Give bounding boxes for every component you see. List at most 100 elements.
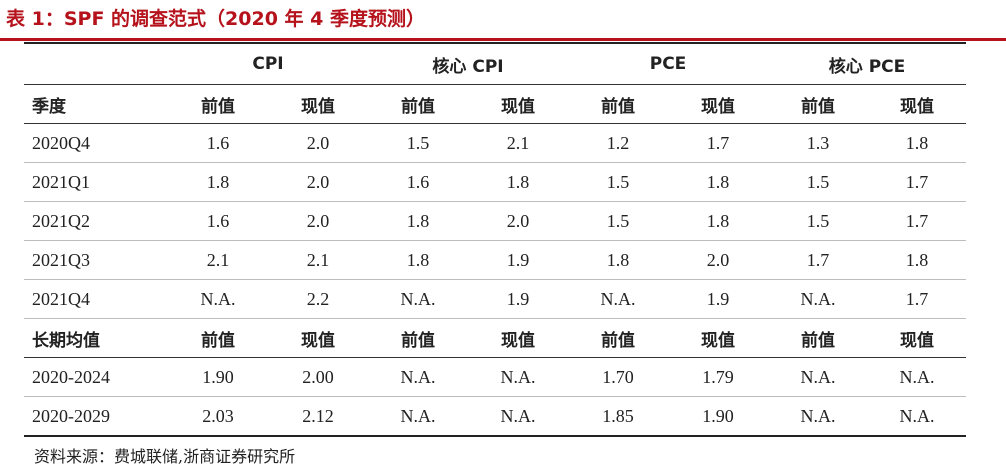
table-cell: N.A. (768, 396, 869, 437)
table-cell: 1.8 (668, 162, 769, 202)
header-cell: 现值 (468, 318, 569, 358)
table-cell: 2.0 (268, 162, 369, 202)
table-cell: 1.9 (468, 240, 569, 280)
table-cell: 1.8 (568, 240, 669, 280)
source-note: 资料来源：费城联储,浙商证券研究所 (34, 447, 296, 466)
group-cpi: CPI (168, 42, 369, 85)
table-cell: 1.7 (868, 279, 967, 319)
table-cell: 1.79 (668, 357, 769, 397)
header-cell: 前值 (768, 318, 869, 358)
table-cell: 1.70 (568, 357, 669, 397)
table-cell: 1.5 (368, 123, 469, 163)
table-cell: N.A. (368, 357, 469, 397)
table-cell: N.A. (868, 396, 967, 437)
table-cell: 1.8 (368, 240, 469, 280)
header-cell: 现值 (268, 84, 369, 124)
table-cell: 1.9 (468, 279, 569, 319)
table-cell: 1.8 (368, 201, 469, 241)
table-cell: 1.7 (768, 240, 869, 280)
table-cell: 1.5 (768, 201, 869, 241)
row-label: 2020Q4 (24, 123, 168, 163)
header-quarter: 季度 (24, 84, 168, 124)
table-row: 2020-2024 1.90 2.00 N.A. N.A. 1.70 1.79 … (24, 357, 967, 397)
table-cell: 1.3 (768, 123, 869, 163)
table-cell: 2.0 (668, 240, 769, 280)
row-label: 2021Q4 (24, 279, 168, 319)
table-cell: 2.1 (468, 123, 569, 163)
header-cell: 前值 (168, 84, 268, 124)
header-cell: 现值 (668, 84, 769, 124)
table-cell: 1.6 (168, 123, 268, 163)
table-cell: 2.0 (268, 123, 369, 163)
row-label: 2020-2024 (24, 357, 168, 397)
table-cell: 1.90 (668, 396, 769, 437)
group-core-cpi: 核心 CPI (368, 42, 569, 85)
table-cell: N.A. (168, 279, 268, 319)
table-cell: N.A. (368, 279, 469, 319)
table-cell: N.A. (868, 357, 967, 397)
table-row: 2020-2029 2.03 2.12 N.A. N.A. 1.85 1.90 … (24, 396, 967, 437)
header-cell: 现值 (468, 84, 569, 124)
table-cell: 2.1 (168, 240, 268, 280)
header-cell: 前值 (368, 318, 469, 358)
table-row: 2020Q4 1.6 2.0 1.5 2.1 1.2 1.7 1.3 1.8 (24, 123, 967, 163)
table-cell: 1.7 (868, 201, 967, 241)
header-cell: 现值 (668, 318, 769, 358)
table-cell: N.A. (468, 396, 569, 437)
table-cell: N.A. (768, 279, 869, 319)
table-title: 表 1：SPF 的调查范式（2020 年 4 季度预测） (6, 8, 425, 30)
table-row: 2021Q1 1.8 2.0 1.6 1.8 1.5 1.8 1.5 1.7 (24, 162, 967, 202)
group-header-empty (24, 42, 168, 85)
header-cell: 现值 (868, 84, 967, 124)
row-label: 2020-2029 (24, 396, 168, 437)
table-cell: 1.7 (668, 123, 769, 163)
table-cell: 2.2 (268, 279, 369, 319)
table-cell: 1.8 (468, 162, 569, 202)
table-cell: 1.85 (568, 396, 669, 437)
table-cell: 1.90 (168, 357, 268, 397)
table-cell: 1.5 (568, 162, 669, 202)
table-cell: 2.12 (268, 396, 369, 437)
group-header-row: CPI 核心 CPI PCE 核心 PCE (24, 42, 967, 85)
header-cell: 前值 (168, 318, 268, 358)
table-cell: 2.0 (268, 201, 369, 241)
table-cell: 1.6 (368, 162, 469, 202)
header-cell: 现值 (268, 318, 369, 358)
table-cell: 1.2 (568, 123, 669, 163)
table-cell: 1.8 (868, 240, 967, 280)
row-label: 2021Q1 (24, 162, 168, 202)
table-cell: 1.8 (868, 123, 967, 163)
row-label: 2021Q3 (24, 240, 168, 280)
header-longterm-average: 长期均值 (24, 318, 168, 358)
longterm-header-row: 长期均值 前值 现值 前值 现值 前值 现值 前值 现值 (24, 318, 967, 358)
row-label: 2021Q2 (24, 201, 168, 241)
table-cell: N.A. (368, 396, 469, 437)
column-header-row: 季度 前值 现值 前值 现值 前值 现值 前值 现值 (24, 84, 967, 124)
header-cell: 前值 (368, 84, 469, 124)
table-cell: N.A. (468, 357, 569, 397)
group-pce: PCE (568, 42, 769, 85)
table-cell: 2.03 (168, 396, 268, 437)
group-core-pce: 核心 PCE (768, 42, 967, 85)
table-cell: 1.8 (168, 162, 268, 202)
table-cell: 1.6 (168, 201, 268, 241)
header-cell: 前值 (568, 84, 669, 124)
table-cell: 2.1 (268, 240, 369, 280)
table-cell: 1.5 (568, 201, 669, 241)
table-cell: 2.0 (468, 201, 569, 241)
table-row: 2021Q2 1.6 2.0 1.8 2.0 1.5 1.8 1.5 1.7 (24, 201, 967, 241)
table-cell: 1.8 (668, 201, 769, 241)
header-cell: 前值 (768, 84, 869, 124)
table-cell: 1.7 (868, 162, 967, 202)
table-cell: 1.5 (768, 162, 869, 202)
table-cell: N.A. (568, 279, 669, 319)
table-cell: 1.9 (668, 279, 769, 319)
title-divider (0, 38, 1006, 41)
table-cell: 2.00 (268, 357, 369, 397)
table-cell: N.A. (768, 357, 869, 397)
table-row: 2021Q4 N.A. 2.2 N.A. 1.9 N.A. 1.9 N.A. 1… (24, 279, 967, 319)
table-row: 2021Q3 2.1 2.1 1.8 1.9 1.8 2.0 1.7 1.8 (24, 240, 967, 280)
spf-survey-table: CPI 核心 CPI PCE 核心 PCE 季度 前值 现值 前值 现值 前值 … (24, 42, 967, 437)
header-cell: 前值 (568, 318, 669, 358)
header-cell: 现值 (868, 318, 967, 358)
